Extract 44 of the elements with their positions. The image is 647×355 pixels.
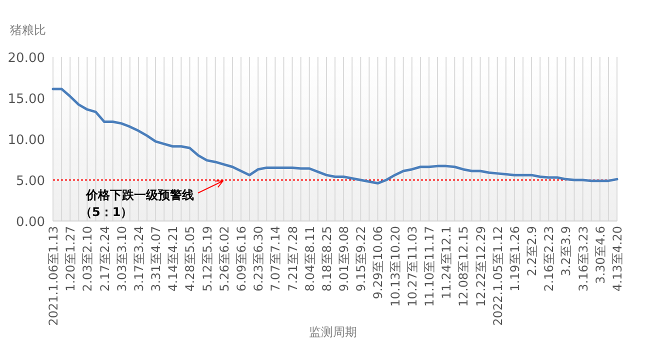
x-tick-label: 2021.1.06至1.13: [46, 226, 60, 326]
x-tick-label: 11.24至12.1: [440, 226, 454, 300]
x-tick-label: 10.27至11.03: [405, 226, 420, 307]
x-axis-title: 监测周期: [309, 325, 357, 339]
x-tick-label: 3.03至3.10: [114, 226, 129, 292]
x-tick-label: 2.03至2.10: [80, 226, 95, 292]
x-tick-label: 9.29至10.06: [371, 226, 386, 300]
x-tick-label: 10.13至10.20: [388, 226, 402, 307]
y-tick-label: 20.00: [8, 51, 45, 66]
x-tick-label: 5.26至6.02: [217, 226, 232, 292]
x-tick-label: 3.2至3.9: [559, 226, 574, 276]
x-tick-label: 2.17至2.24: [98, 226, 112, 292]
x-tick-label: 12.08至12.15: [456, 226, 471, 307]
x-tick-label: 7.07至7.14: [268, 226, 283, 292]
x-tick-label: 3.17至3.24: [132, 226, 146, 292]
x-tick-label: 2.2至2.9: [525, 226, 540, 276]
y-tick-label: 10.00: [8, 133, 45, 148]
x-tick-label: 7.21至7.28: [286, 226, 300, 292]
x-tick-label: 6.23至6.30: [252, 226, 266, 292]
x-tick-label: 4.13至4.20: [610, 226, 624, 292]
x-tick-label: 5.12至5.19: [200, 226, 214, 292]
x-tick-label: 2.16至2.23: [542, 226, 556, 292]
x-tick-label: 9.15至9.22: [354, 226, 368, 292]
x-tick-label: 3.31至4.07: [149, 226, 164, 292]
y-tick-label: 5.00: [16, 174, 45, 189]
x-tick-label: 11.10至11.17: [422, 226, 436, 307]
x-tick-label: 3.30至4.6: [593, 226, 608, 284]
x-tick-label: 4.14至4.21: [166, 226, 180, 292]
x-tick-label: 12.22至12.29: [474, 226, 488, 307]
annotation: （5：1）: [80, 205, 133, 219]
line-series: [52, 88, 618, 185]
x-tick-label: 8.18至8.25: [320, 226, 334, 292]
x-tick-label: 4.28至5.05: [183, 226, 198, 292]
annotation: 价格下跌一级预警线: [85, 188, 194, 202]
x-tick-label: 6.09至6.16: [234, 226, 248, 292]
x-tick-label: 1.19至1.26: [508, 226, 522, 292]
y-tick-label: 15.00: [8, 92, 45, 107]
y-axis-title: 猪粮比: [10, 23, 46, 37]
x-tick-label: 3.16至3.23: [576, 226, 590, 292]
y-tick-label: 0.00: [16, 215, 45, 230]
x-tick-label: 2022.1.05至1.12: [490, 226, 505, 326]
x-tick-label: 8.04至8.11: [302, 226, 317, 292]
x-tick-label: 9.01至9.08: [337, 226, 352, 292]
x-tick-label: 1.20至1.27: [64, 226, 78, 292]
